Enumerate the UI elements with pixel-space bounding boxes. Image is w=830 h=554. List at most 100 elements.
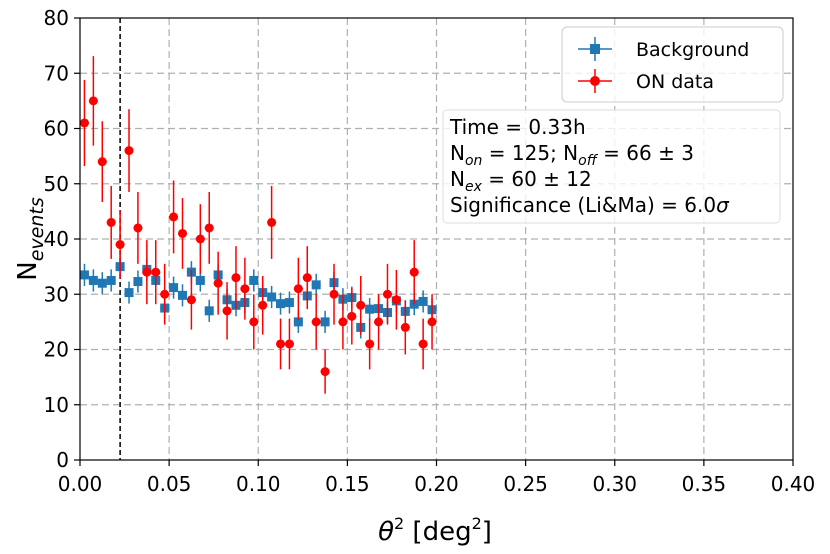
background-point bbox=[320, 310, 330, 333]
background-marker bbox=[284, 298, 294, 308]
background-point bbox=[106, 269, 116, 292]
on-data-marker bbox=[267, 217, 277, 227]
on-data-point bbox=[151, 240, 161, 305]
info-box-frame bbox=[442, 109, 781, 224]
on-data-marker bbox=[151, 267, 161, 277]
on-data-marker bbox=[347, 311, 357, 321]
on-data-marker bbox=[222, 306, 232, 316]
on-data-marker bbox=[382, 289, 392, 299]
legend-background-label: Background bbox=[636, 39, 749, 61]
on-data-point bbox=[88, 56, 98, 146]
background-marker bbox=[276, 299, 286, 309]
on-data-point bbox=[249, 294, 259, 350]
on-data-point bbox=[231, 246, 241, 310]
on-data-marker bbox=[400, 322, 410, 332]
info-noff-post: = 66 ± 3 bbox=[597, 141, 694, 165]
on-data-marker bbox=[320, 367, 330, 377]
series-on-data bbox=[79, 56, 437, 394]
background-marker bbox=[311, 280, 321, 290]
on-data-marker bbox=[276, 339, 286, 349]
background-point bbox=[88, 269, 98, 292]
on-data-marker bbox=[409, 267, 419, 277]
background-point bbox=[365, 298, 375, 321]
on-data-point bbox=[391, 269, 401, 330]
background-point bbox=[79, 263, 89, 286]
on-data-point bbox=[427, 294, 437, 350]
on-data-marker bbox=[311, 317, 321, 327]
x-tick-label-4: 0.20 bbox=[414, 472, 459, 496]
on-data-point bbox=[142, 240, 152, 305]
x-axis-label-unit-sup: 2 bbox=[472, 514, 482, 533]
background-marker bbox=[106, 275, 116, 285]
info-nex-post: = 60 ± 12 bbox=[482, 167, 592, 191]
on-data-point bbox=[213, 251, 223, 315]
y-tick-label-2: 20 bbox=[44, 338, 69, 362]
on-data-point bbox=[222, 282, 232, 340]
on-data-marker bbox=[204, 223, 214, 233]
on-data-point bbox=[204, 192, 214, 264]
y-tick-label-5: 50 bbox=[44, 172, 69, 196]
background-point bbox=[311, 273, 321, 296]
on-data-marker bbox=[195, 234, 205, 244]
background-point bbox=[97, 272, 107, 295]
on-data-point bbox=[329, 263, 339, 325]
background-marker bbox=[293, 317, 303, 327]
on-data-marker bbox=[186, 295, 196, 305]
on-data-marker bbox=[169, 212, 179, 222]
on-data-marker bbox=[302, 273, 312, 283]
on-data-point bbox=[186, 269, 196, 330]
background-point bbox=[267, 285, 277, 309]
x-tick-label-3: 0.15 bbox=[325, 472, 370, 496]
x-axis-label: θ2 [deg2] bbox=[378, 514, 492, 547]
y-axis-label: Nevents bbox=[13, 197, 48, 281]
legend-on-data-label: ON data bbox=[636, 71, 714, 93]
x-tick-label-0: 0.00 bbox=[58, 472, 103, 496]
on-data-point bbox=[169, 180, 179, 254]
on-data-point bbox=[160, 263, 170, 325]
on-data-marker bbox=[177, 228, 187, 238]
on-data-point bbox=[115, 210, 125, 279]
x-axis-label-unit: [deg bbox=[404, 517, 471, 547]
y-tick-label-3: 30 bbox=[44, 282, 69, 306]
background-marker bbox=[133, 277, 143, 287]
on-data-marker bbox=[106, 217, 116, 227]
on-data-marker bbox=[258, 300, 268, 310]
background-point bbox=[418, 290, 428, 313]
on-data-point bbox=[124, 109, 134, 193]
x-axis-label-sup: 2 bbox=[394, 514, 404, 533]
on-data-point bbox=[418, 318, 428, 370]
on-data-point bbox=[356, 276, 366, 335]
on-data-marker bbox=[293, 284, 303, 294]
on-data-point bbox=[347, 288, 357, 345]
on-data-point bbox=[177, 198, 187, 269]
background-marker bbox=[97, 278, 107, 288]
on-data-marker bbox=[88, 96, 98, 106]
info-time: Time = 0.33h bbox=[449, 115, 586, 139]
on-data-marker bbox=[249, 317, 259, 327]
on-data-marker bbox=[142, 267, 152, 277]
on-data-marker bbox=[79, 118, 89, 128]
info-sig-text: Significance (Li&Ma) = 6.0 bbox=[450, 193, 716, 217]
x-tick-label-8: 0.40 bbox=[771, 472, 816, 496]
on-data-point bbox=[79, 79, 89, 167]
x-tick-label-2: 0.10 bbox=[236, 472, 281, 496]
on-data-point bbox=[267, 185, 277, 259]
background-marker bbox=[79, 270, 89, 280]
background-point bbox=[204, 299, 214, 322]
on-data-point bbox=[258, 276, 268, 335]
background-marker bbox=[267, 292, 277, 302]
y-tick-label-6: 60 bbox=[44, 117, 69, 141]
on-data-marker bbox=[124, 146, 134, 156]
legend-frame bbox=[561, 26, 784, 103]
legend-on-data-marker bbox=[578, 69, 612, 93]
legend: Background ON data bbox=[561, 26, 784, 103]
series-layer bbox=[79, 56, 437, 394]
on-data-point bbox=[400, 300, 410, 355]
x-axis-label-main: θ bbox=[378, 517, 394, 547]
on-data-marker bbox=[133, 223, 143, 233]
x-tick-label-6: 0.30 bbox=[592, 472, 637, 496]
on-data-marker bbox=[374, 317, 384, 327]
on-data-point bbox=[133, 192, 143, 264]
on-data-point bbox=[320, 349, 330, 394]
on-data-point bbox=[284, 318, 294, 370]
